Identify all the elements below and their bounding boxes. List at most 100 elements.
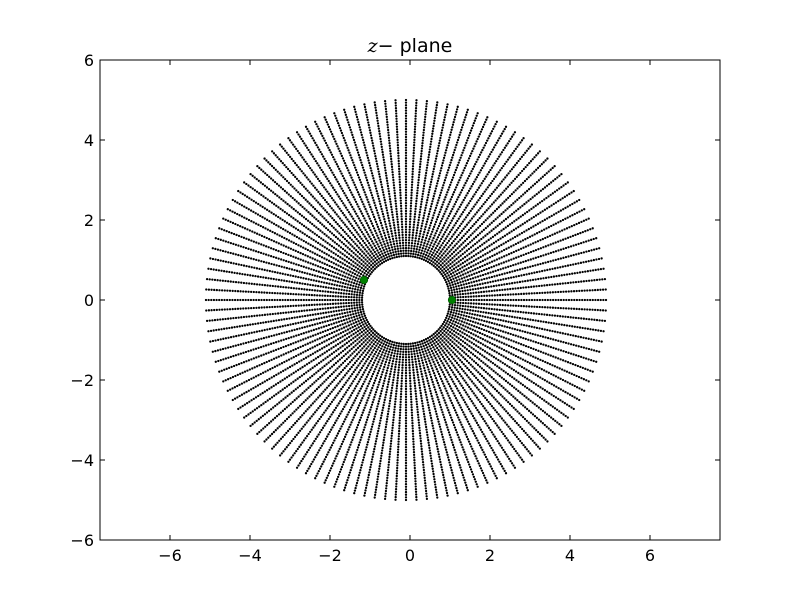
mesh-point	[342, 266, 345, 270]
mesh-point	[501, 293, 504, 297]
mesh-point	[447, 203, 450, 206]
mesh-point	[359, 158, 362, 162]
mesh-point	[404, 127, 408, 131]
mesh-point	[315, 199, 318, 202]
mesh-point	[342, 298, 345, 302]
mesh-point	[250, 198, 253, 201]
mesh-point	[573, 201, 576, 204]
mesh-point	[382, 260, 386, 264]
mesh-point	[316, 312, 320, 316]
mesh-point	[276, 292, 279, 295]
mesh-point	[554, 177, 557, 181]
mesh-point	[456, 296, 460, 299]
mesh-point	[348, 408, 352, 412]
mesh-point	[283, 266, 286, 269]
mesh-point	[215, 328, 218, 332]
mesh-point	[468, 252, 471, 256]
mesh-point	[546, 235, 549, 239]
mesh-point	[333, 283, 336, 286]
mesh-point	[358, 291, 362, 294]
mesh-point	[392, 181, 395, 184]
mesh-point	[393, 226, 396, 229]
mesh-point	[528, 292, 531, 295]
mesh-point	[381, 188, 384, 191]
mesh-point	[265, 298, 268, 302]
mesh-point	[353, 268, 356, 272]
mesh-point	[518, 280, 522, 284]
mesh-point	[345, 364, 348, 368]
mesh-point	[421, 139, 424, 142]
mesh-point	[389, 241, 392, 244]
mesh-point	[429, 244, 432, 247]
mesh-point	[370, 194, 374, 197]
mesh-point	[310, 278, 313, 282]
mesh-point	[324, 240, 327, 243]
mesh-point	[511, 152, 514, 155]
mesh-point	[295, 200, 298, 203]
mesh-point	[382, 348, 385, 352]
mesh-point	[287, 460, 290, 463]
mesh-point	[334, 220, 338, 224]
mesh-point	[337, 348, 340, 351]
mesh-point	[243, 370, 247, 373]
mesh-point	[335, 434, 338, 437]
mesh-point	[368, 217, 371, 220]
mesh-point	[443, 179, 447, 182]
mesh-point	[256, 322, 260, 325]
mesh-point	[492, 177, 496, 180]
mesh-point	[349, 375, 352, 378]
mesh-point	[394, 101, 397, 105]
mesh-point	[460, 128, 463, 132]
mesh-point	[318, 192, 322, 196]
mesh-point	[357, 286, 360, 289]
mesh-point	[332, 351, 336, 354]
mesh-point	[348, 320, 352, 323]
mesh-point	[575, 211, 579, 214]
mesh-point	[499, 182, 502, 185]
mesh-point	[512, 179, 515, 182]
mesh-point	[309, 376, 312, 379]
mesh-point	[481, 148, 484, 152]
mesh-point	[451, 156, 454, 159]
mesh-point	[211, 257, 215, 261]
mesh-point	[522, 286, 525, 289]
mesh-point	[316, 349, 319, 353]
mesh-point	[217, 237, 220, 241]
mesh-point	[288, 441, 292, 445]
mesh-point	[525, 229, 528, 232]
mesh-point	[265, 159, 268, 162]
mesh-point	[313, 365, 316, 368]
mesh-point	[332, 209, 335, 212]
mesh-point	[323, 411, 326, 414]
mesh-point	[559, 298, 563, 302]
mesh-point	[328, 315, 331, 318]
mesh-point	[423, 230, 426, 234]
mesh-point	[293, 268, 296, 272]
mesh-point	[443, 212, 446, 216]
mesh-point	[250, 315, 253, 318]
mesh-point	[461, 171, 464, 174]
mesh-point	[280, 332, 283, 335]
mesh-point	[321, 307, 324, 310]
mesh-point	[366, 267, 369, 271]
mesh-point	[296, 149, 299, 153]
mesh-point	[370, 326, 373, 329]
mesh-point	[321, 366, 324, 369]
mesh-point	[365, 273, 369, 276]
mesh-point	[563, 195, 567, 198]
mesh-point	[268, 305, 271, 309]
mesh-point	[480, 294, 483, 298]
mesh-point	[231, 221, 235, 225]
mesh-point	[355, 171, 359, 174]
mesh-point	[398, 239, 401, 242]
mesh-point	[337, 291, 340, 295]
mesh-point	[499, 169, 502, 172]
mesh-point	[276, 364, 279, 367]
mesh-point	[456, 290, 459, 294]
mesh-point	[334, 291, 338, 294]
mesh-point	[348, 349, 351, 352]
mesh-point	[332, 322, 336, 325]
mesh-point	[294, 218, 297, 221]
mesh-point	[428, 185, 432, 189]
mesh-point	[485, 209, 488, 212]
